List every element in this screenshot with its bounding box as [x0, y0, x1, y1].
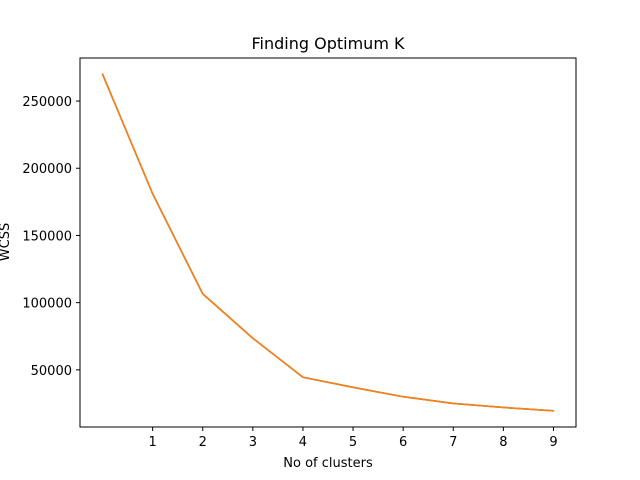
y-axis-ticks: 50000 100000 150000 200000 250000	[22, 95, 80, 379]
series-line-2	[101, 73, 555, 412]
x-axis-title: No of clusters	[283, 456, 373, 471]
x-tick-label: 8	[499, 435, 507, 450]
series-layer	[101, 73, 555, 412]
x-axis-ticks: 1 2 3 4 5 6 7 8 9	[149, 427, 558, 450]
x-tick-label: 6	[399, 435, 407, 450]
plot-area: 1 2 3 4 5 6 7 8 9 50000 100000 150000 200000 250000	[22, 57, 577, 450]
x-tick-label: 4	[299, 435, 307, 450]
y-tick-label: 150000	[22, 229, 72, 244]
x-tick-label: 2	[199, 435, 207, 450]
x-tick-label: 3	[249, 435, 257, 450]
y-tick-label: 200000	[22, 162, 72, 177]
axes-frame	[79, 57, 577, 428]
y-axis-title: WCSS	[0, 223, 13, 261]
x-tick-label: 1	[149, 435, 157, 450]
x-tick-label: 7	[449, 435, 457, 450]
y-tick-label: 100000	[22, 297, 72, 312]
x-tick-label: 9	[549, 435, 557, 450]
y-tick-label: 250000	[22, 95, 72, 110]
chart-title: Finding Optimum K	[252, 34, 405, 53]
x-tick-label: 5	[349, 435, 357, 450]
y-tick-label: 50000	[31, 364, 72, 379]
